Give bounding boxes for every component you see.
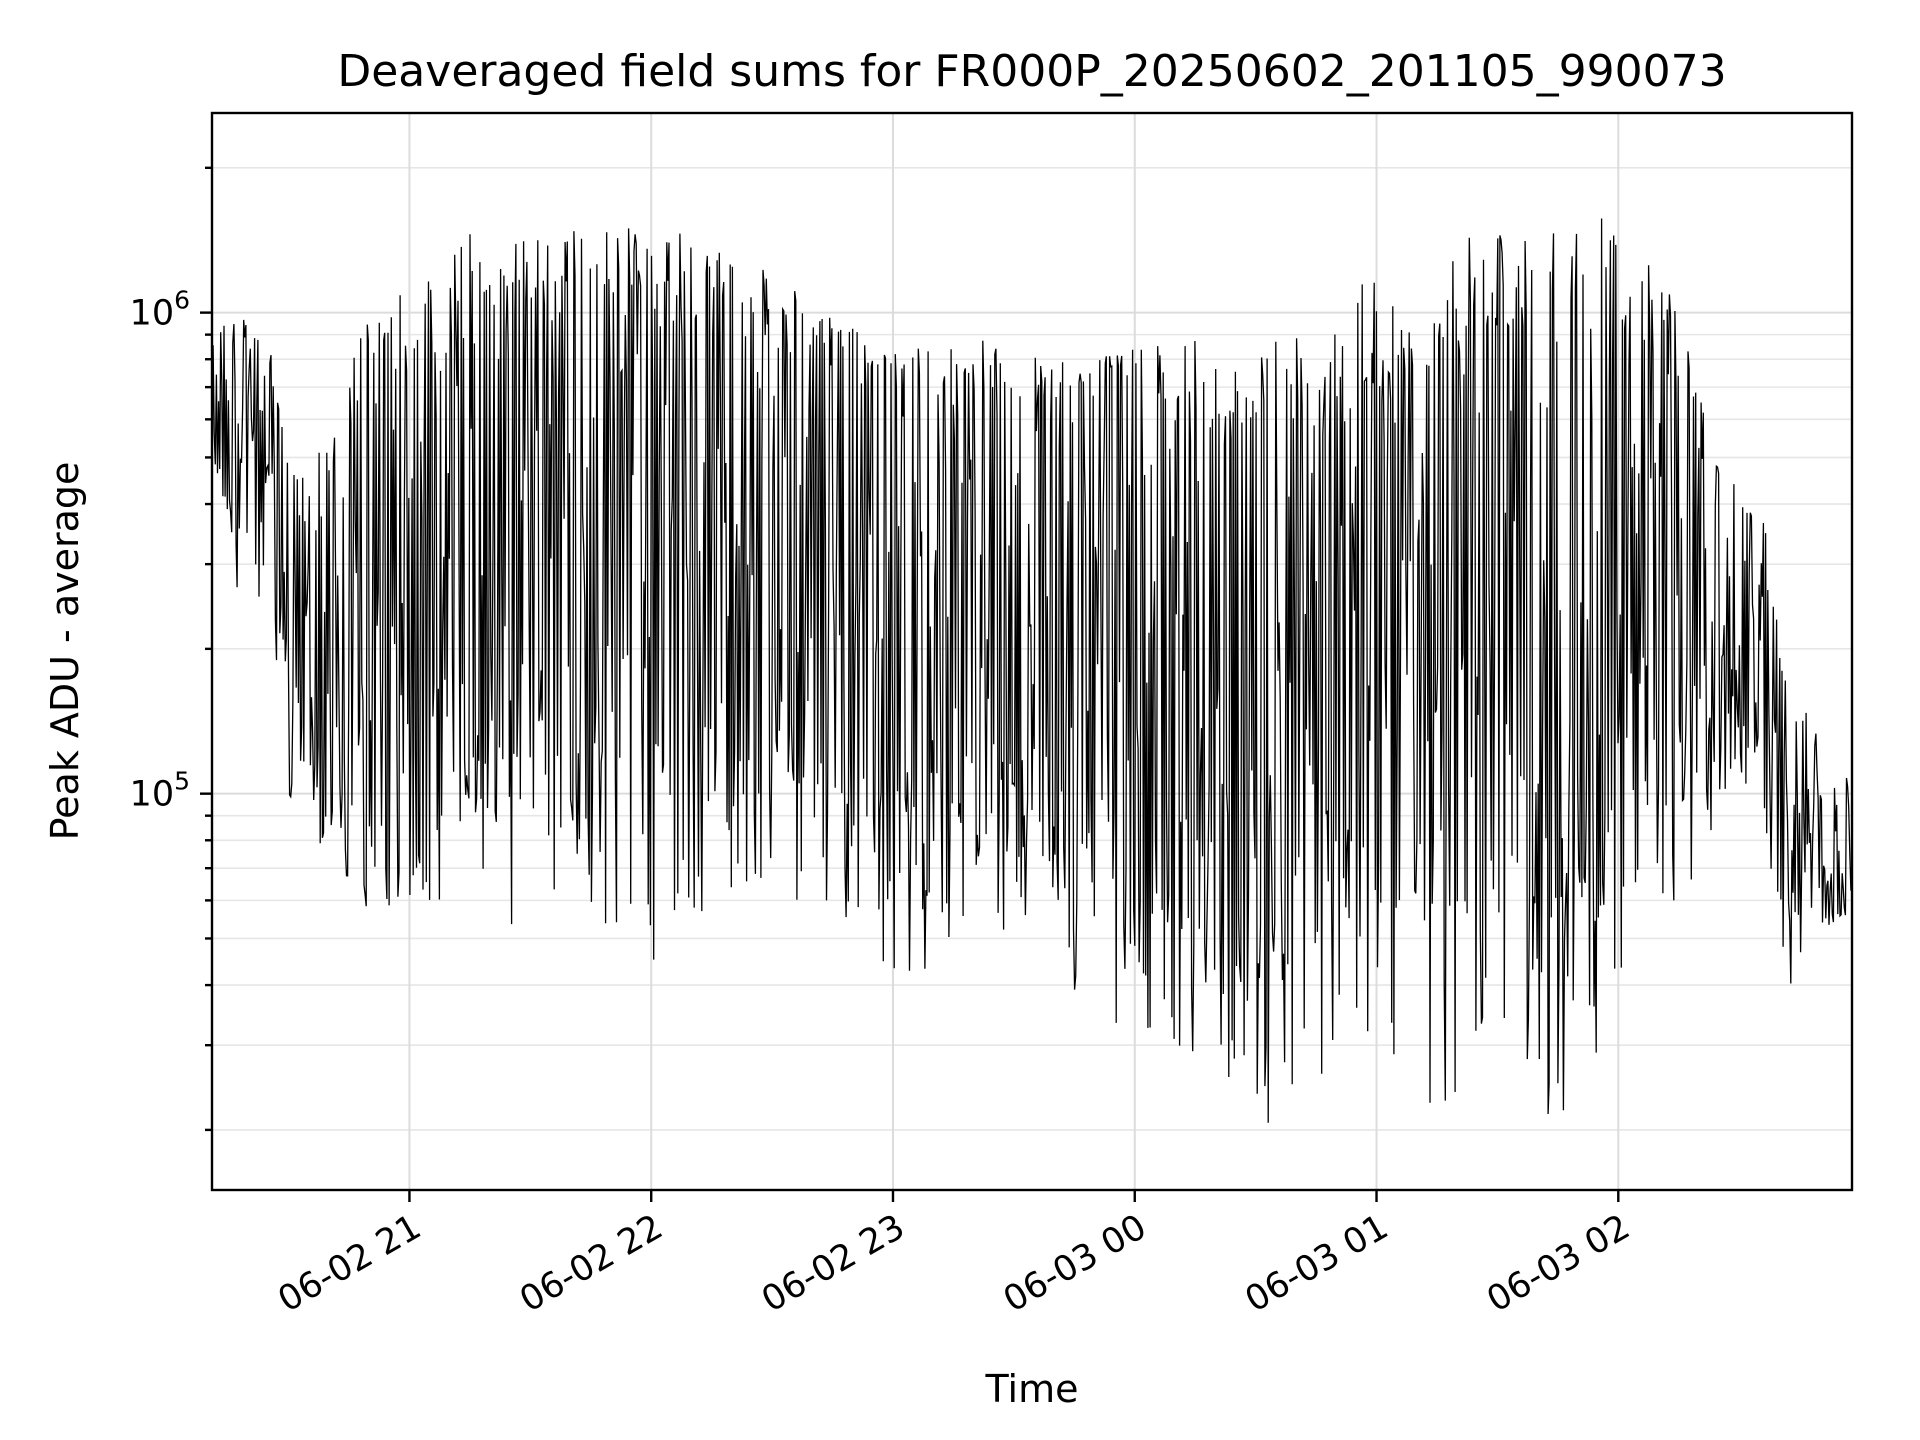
series-line <box>211 218 1853 1123</box>
y-tick-label: 105 <box>130 767 190 815</box>
y-tick-label: 106 <box>130 286 190 334</box>
x-axis-label: Time <box>985 1367 1079 1411</box>
y-axis: 105 106 <box>130 166 212 1132</box>
plot-frame <box>210 111 1854 1192</box>
y-axis-label: Peak ADU - average <box>43 462 87 841</box>
chart-title: Deaveraged field sums for FR000P_2025060… <box>337 46 1726 97</box>
